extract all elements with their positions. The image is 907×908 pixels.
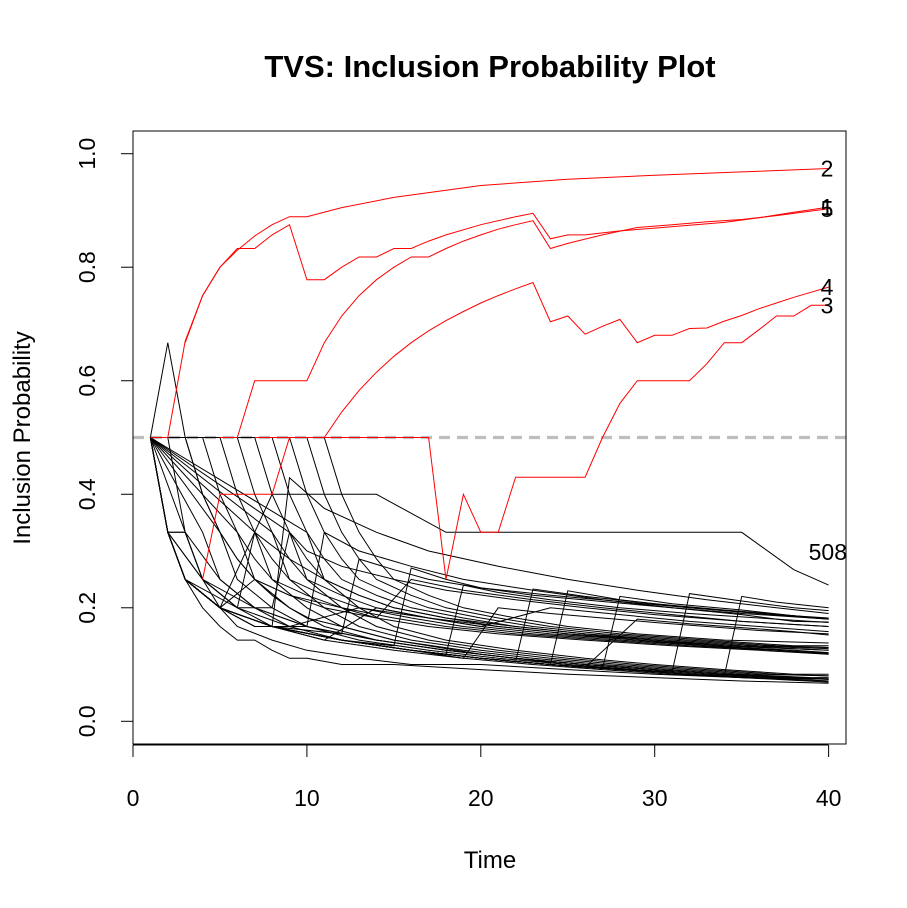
y-tick-label: 0.8	[74, 251, 100, 283]
series-line-other-40	[149, 437, 829, 654]
series-label-3: 3	[821, 292, 834, 318]
x-tick-label: 30	[642, 785, 668, 811]
x-tick-label: 20	[468, 785, 494, 811]
selected-series-layer	[150, 168, 829, 580]
x-tick-label: 0	[127, 785, 140, 811]
series-line-other-36	[150, 437, 829, 679]
y-tick-label: 0.0	[74, 705, 100, 737]
series-line-other-16	[150, 437, 829, 647]
series-line-other-14	[150, 437, 829, 648]
y-tick-label: 0.6	[74, 365, 100, 397]
line-labels: 2 15 43 508	[809, 155, 847, 565]
x-tick-label: 40	[816, 785, 842, 811]
series-line-other-15	[150, 437, 829, 648]
series-line-3	[202, 304, 829, 580]
series-label-2: 2	[821, 155, 834, 181]
series-label-5: 5	[821, 196, 834, 222]
series-line-5	[220, 208, 829, 438]
series-label-1: 1	[821, 194, 834, 220]
series-line-other-44	[149, 437, 829, 668]
chart-title: TVS: Inclusion Probability Plot	[264, 49, 715, 84]
series-line-1	[184, 206, 829, 343]
series-line-other-39	[150, 437, 829, 675]
series-line-other-7	[149, 437, 829, 684]
series-line-other-37	[150, 437, 829, 677]
series-line-other-17	[150, 437, 829, 644]
series-line-other-34	[149, 437, 829, 680]
series-label-508: 508	[809, 539, 847, 565]
y-tick-label: 0.4	[74, 478, 100, 510]
other-series-layer	[149, 342, 829, 684]
x-tick-label: 10	[294, 785, 320, 811]
y-tick-label: 1.0	[74, 138, 100, 170]
series-line-4	[254, 281, 829, 438]
series-line-other-38	[150, 437, 829, 677]
y-axis-label: Inclusion Probability	[9, 331, 36, 544]
series-label-4: 4	[821, 274, 834, 300]
y-tick-label: 0.2	[74, 592, 100, 624]
axes: 0 10 20 30 40 0.0 0.2 0.4 0.6 0.8 1.0	[74, 138, 841, 811]
series-line-other-18	[149, 437, 829, 651]
x-axis-label: Time	[464, 847, 516, 874]
